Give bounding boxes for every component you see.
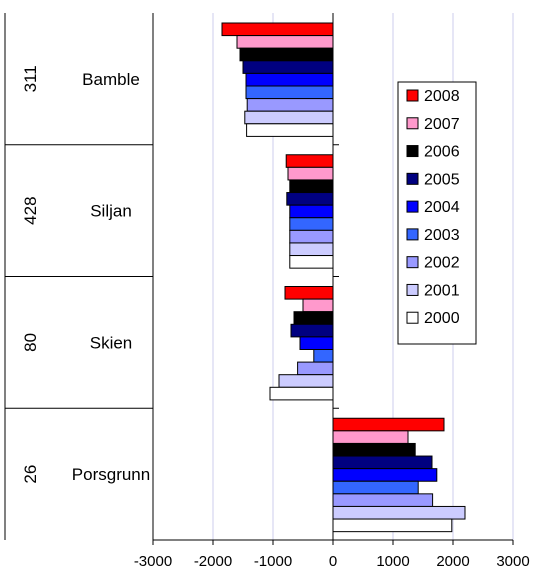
- bar-porsgrunn-2005: [332, 455, 433, 470]
- x-tick-label: -3000: [134, 553, 172, 570]
- x-tick-label: 2000: [436, 553, 469, 570]
- bar-bamble-2000: [246, 123, 334, 137]
- bars: [221, 22, 466, 533]
- legend-swatch-2006: [406, 145, 419, 158]
- legend-label-2003: 2003: [424, 227, 460, 244]
- bar-skien-2003: [313, 349, 334, 363]
- bar-siljan-2002: [289, 229, 334, 244]
- bar-bamble-2003: [245, 85, 334, 100]
- bar-porsgrunn-2003: [332, 480, 419, 495]
- legend-label-2006: 2006: [424, 144, 460, 161]
- axes: -3000 -2000 -1000 0 1000 2000 3000: [4, 13, 530, 570]
- legend-swatch-2000: [406, 311, 419, 324]
- row-labels: 311 Bamble 428 Siljan 80 Skien 26 Porsgrunn: [21, 65, 150, 484]
- legend-label-2007: 2007: [424, 116, 460, 133]
- bar-porsgrunn-2004: [332, 468, 438, 482]
- legend-swatch-2004: [406, 200, 419, 213]
- x-tick-label: 0: [329, 553, 337, 570]
- bar-siljan-2008: [285, 154, 334, 168]
- x-tick-label: -2000: [194, 553, 232, 570]
- legend-label-2001: 2001: [424, 282, 460, 299]
- bar-siljan-2005: [286, 192, 334, 206]
- legend-swatch-2003: [406, 228, 419, 241]
- x-tick-label: 1000: [376, 553, 409, 570]
- bar-porsgrunn-2000: [332, 518, 453, 533]
- legend-label-2008: 2008: [424, 88, 460, 105]
- bar-skien-2005: [290, 323, 334, 338]
- row-code-label: 428: [21, 196, 40, 224]
- legend-swatch-2001: [406, 283, 419, 296]
- bar-skien-2001: [278, 374, 334, 388]
- x-tick-label: 3000: [496, 553, 529, 570]
- bar-skien-2002: [297, 361, 334, 376]
- legend-label-2002: 2002: [424, 255, 460, 272]
- bar-bamble-2007: [236, 35, 334, 49]
- row-name-label: Skien: [90, 333, 133, 352]
- legend-label-2004: 2004: [424, 199, 460, 216]
- bar-siljan-2006: [289, 179, 334, 194]
- bar-bamble-2005: [242, 60, 334, 74]
- x-tick-label: -1000: [254, 553, 292, 570]
- bar-bamble-2001: [244, 110, 334, 125]
- bar-porsgrunn-2006: [332, 442, 416, 457]
- bar-skien-2008: [284, 286, 334, 300]
- bar-bamble-2004: [245, 72, 334, 87]
- bar-skien-2000: [269, 386, 334, 401]
- bar-porsgrunn-2001: [332, 505, 466, 520]
- bar-porsgrunn-2002: [332, 493, 434, 507]
- bar-skien-2007: [302, 298, 334, 313]
- bar-siljan-2004: [289, 204, 334, 219]
- bar-porsgrunn-2008: [332, 417, 445, 432]
- legend: 2008 2007 2006 2005 2004 2003 2002 2001 2000: [397, 81, 477, 345]
- bar-siljan-2000: [289, 255, 334, 269]
- row-name-label: Siljan: [90, 202, 132, 221]
- bar-porsgrunn-2007: [332, 430, 409, 444]
- legend-label-2005: 2005: [424, 171, 460, 188]
- bar-siljan-2003: [289, 217, 334, 231]
- legend-swatch-2007: [406, 117, 419, 130]
- bar-bamble-2006: [239, 47, 334, 62]
- legend-swatch-2002: [406, 256, 419, 269]
- row-name-label: Porsgrunn: [72, 465, 150, 484]
- row-code-label: 311: [21, 65, 40, 92]
- bar-bamble-2008: [221, 22, 334, 37]
- row-code-label: 26: [21, 465, 40, 484]
- legend-swatch-2008: [406, 89, 419, 102]
- bar-skien-2006: [293, 311, 334, 325]
- legend-label-2000: 2000: [424, 310, 460, 327]
- bar-skien-2004: [299, 336, 334, 350]
- bar-bamble-2002: [246, 98, 334, 112]
- bar-siljan-2007: [287, 166, 334, 181]
- row-code-label: 80: [21, 333, 40, 352]
- row-name-label: Bamble: [82, 70, 140, 89]
- bar-siljan-2001: [289, 242, 334, 257]
- legend-swatch-2005: [406, 172, 419, 185]
